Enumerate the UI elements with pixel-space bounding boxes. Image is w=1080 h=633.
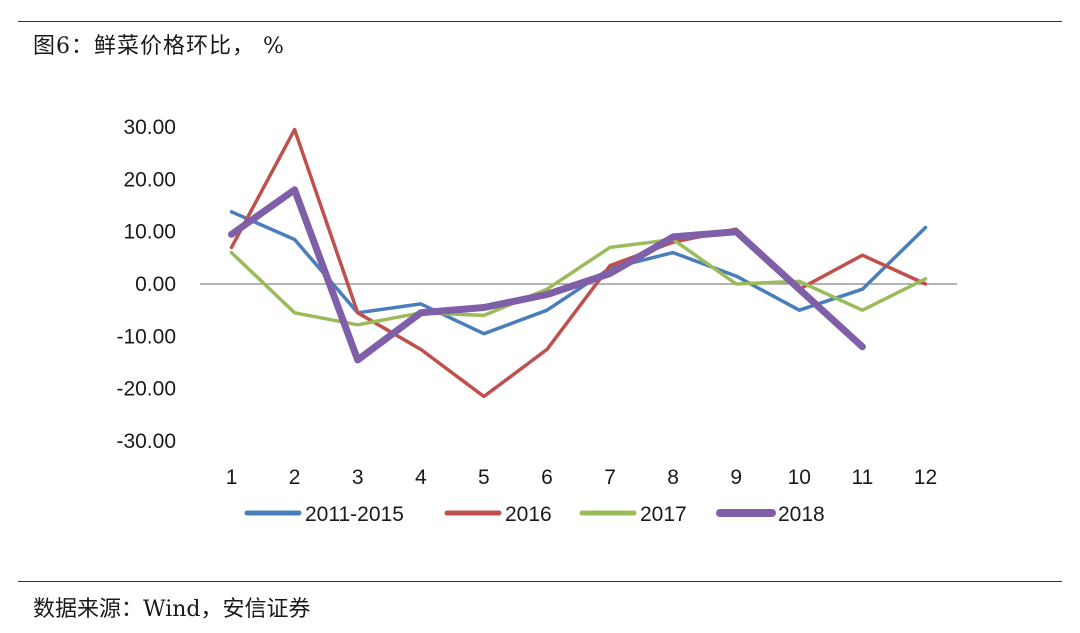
- x-tick-label: 7: [604, 466, 616, 489]
- y-tick-label: 0.00: [135, 273, 176, 296]
- legend-label: 2018: [778, 503, 825, 526]
- x-tick-label: 12: [914, 466, 937, 489]
- series-layer: [228, 127, 928, 399]
- series-line-2018: [228, 186, 866, 364]
- x-tick-label: 9: [730, 466, 742, 489]
- y-tick-label: -30.00: [116, 430, 176, 453]
- source-note: 数据来源：Wind，安信证券: [33, 597, 311, 622]
- x-tick-label: 4: [415, 466, 427, 489]
- y-tick-label: -10.00: [116, 325, 176, 348]
- x-tick-label: 2: [289, 466, 301, 489]
- legend-label: 2016: [505, 503, 552, 526]
- x-tick-label: 10: [788, 466, 811, 489]
- legend-label: 2017: [640, 503, 687, 526]
- x-tick-label: 5: [478, 466, 490, 489]
- y-tick-label: 30.00: [123, 116, 176, 139]
- legend-label: 2011-2015: [305, 503, 404, 526]
- series-line-2016: [229, 127, 928, 399]
- y-tick-label: 10.00: [123, 221, 176, 244]
- x-tick-label: 1: [226, 466, 238, 489]
- x-tick-label: 8: [667, 466, 679, 489]
- x-tick-label: 11: [851, 466, 873, 489]
- series-line-2011-2015: [229, 210, 928, 336]
- figure-title: 图6：鲜菜价格环比， %: [33, 34, 285, 59]
- x-tick-label: 3: [352, 466, 364, 489]
- x-axis: 1 2 3 4 5 6 7 8 9 10 11 12: [226, 466, 937, 489]
- y-tick-label: 20.00: [123, 168, 176, 191]
- top-rule: [18, 21, 1062, 22]
- y-tick-label: -20.00: [116, 378, 176, 401]
- bottom-rule: [18, 581, 1062, 582]
- legend: 2011-2015 2016 2017 2018: [244, 503, 825, 526]
- y-axis: 30.00 20.00 10.00 0.00 -10.00 -20.00 -30.00: [116, 116, 176, 453]
- x-tick-label: 6: [541, 466, 553, 489]
